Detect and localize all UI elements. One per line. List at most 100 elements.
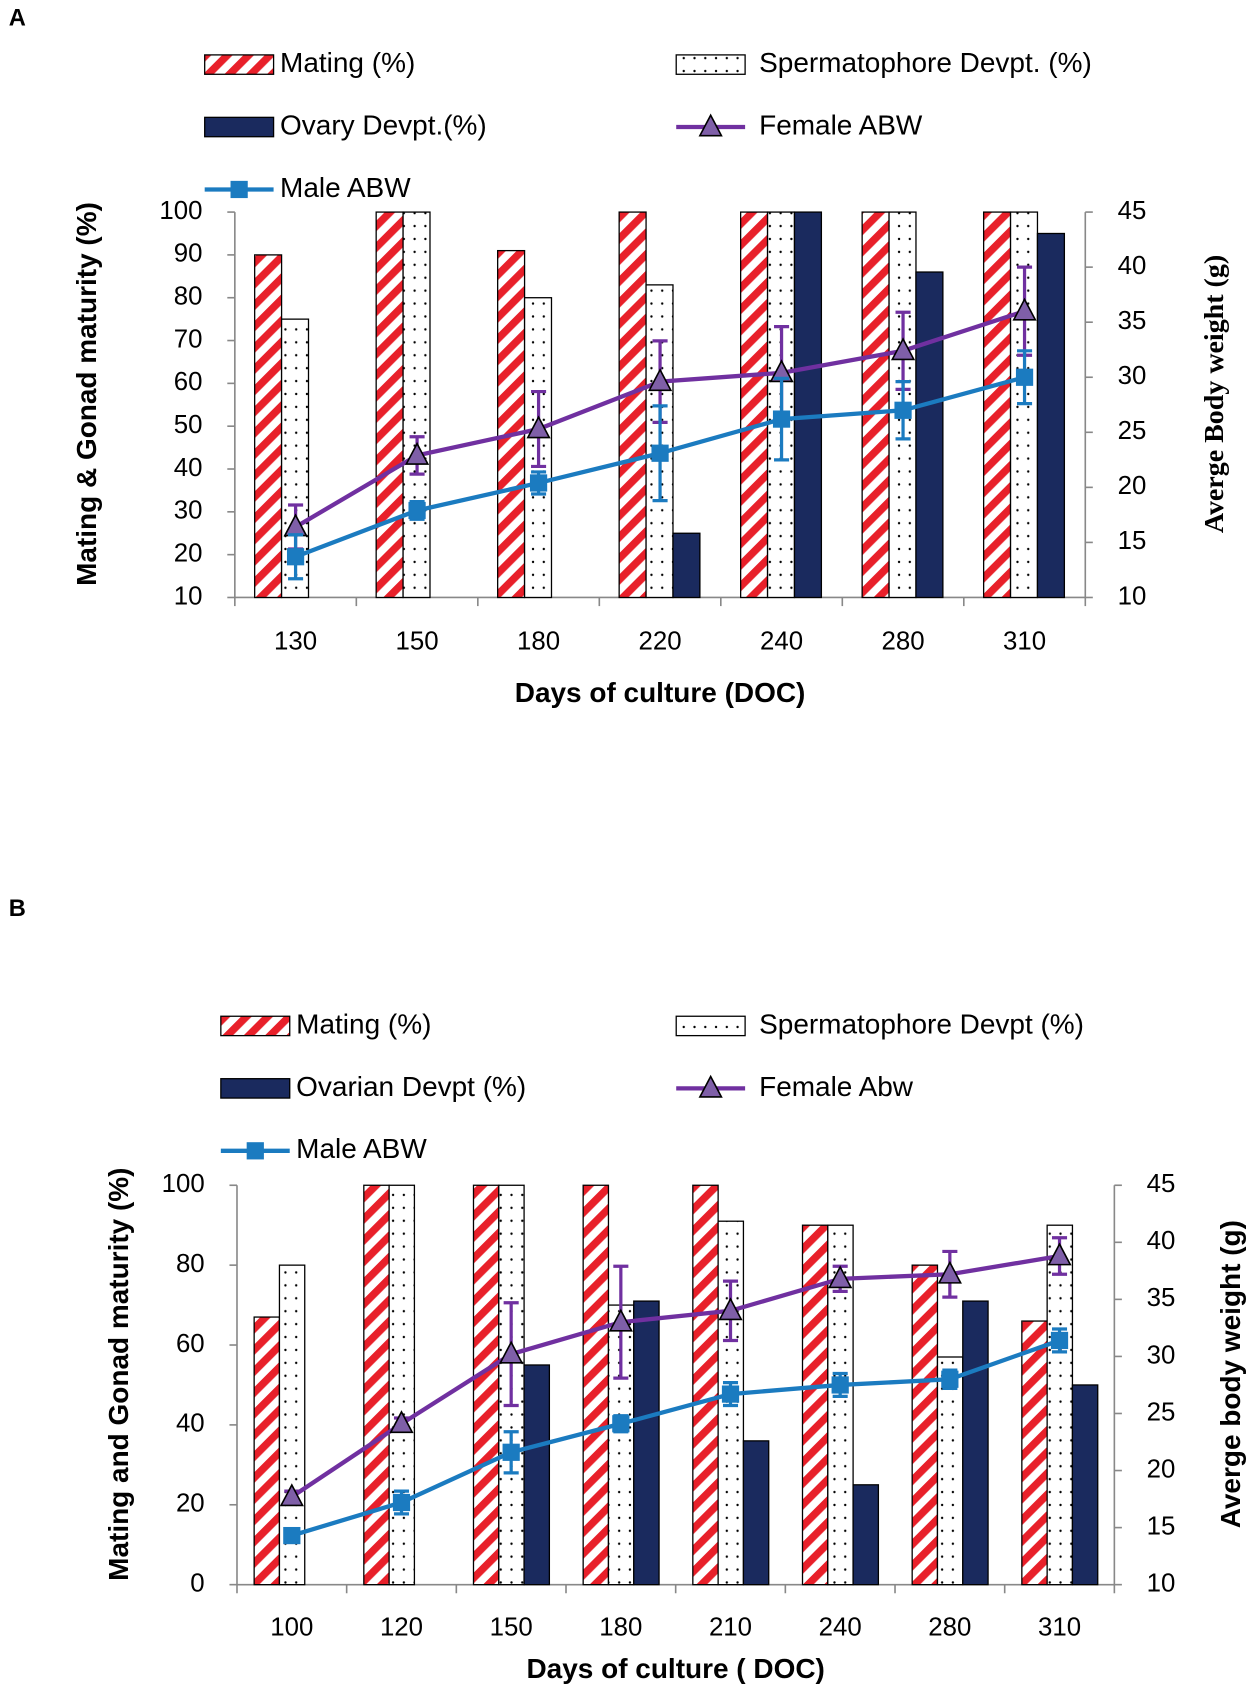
bar xyxy=(388,1184,416,1586)
y-tick-label: 60 xyxy=(174,368,203,396)
legend-swatch xyxy=(675,54,746,75)
point xyxy=(279,1483,304,1507)
x-tick-label: 240 xyxy=(819,1614,862,1642)
y2-tick-label: 20 xyxy=(1118,472,1147,500)
x-tick-label: 150 xyxy=(396,628,439,656)
panel-label: A xyxy=(9,6,26,32)
point xyxy=(831,1376,849,1394)
legend-swatch xyxy=(220,1078,291,1099)
y-tick-label: 10 xyxy=(174,582,203,610)
y2-tick-label: 15 xyxy=(1118,527,1147,555)
y-tick-label: 20 xyxy=(176,1490,205,1518)
line xyxy=(290,1253,1060,1499)
point xyxy=(647,368,673,392)
y-axis-title: Mating and Gonad maturity (%) xyxy=(103,1168,134,1581)
point xyxy=(608,1308,633,1332)
y-tick-label: 0 xyxy=(190,1569,204,1597)
y-tick-label: 40 xyxy=(176,1410,205,1438)
bar xyxy=(254,254,283,599)
y-tick-label: 40 xyxy=(174,454,203,482)
bar xyxy=(582,1184,610,1586)
legend-label: Ovarian Devpt (%) xyxy=(296,1071,526,1102)
point xyxy=(937,1260,962,1284)
legend-marker xyxy=(246,1142,264,1160)
legend-swatch xyxy=(675,1015,746,1037)
bar xyxy=(523,1364,551,1586)
y2-tick-label: 20 xyxy=(1147,1455,1176,1483)
point xyxy=(408,501,426,520)
bar xyxy=(1036,232,1066,599)
x-tick-label: 280 xyxy=(882,628,925,656)
legend-marker xyxy=(698,113,723,137)
y-tick-label: 100 xyxy=(159,197,202,225)
bar xyxy=(742,1440,770,1586)
bar xyxy=(363,1184,390,1586)
y2-tick-label: 45 xyxy=(1118,197,1147,225)
legend-label: Male ABW xyxy=(280,172,411,203)
point xyxy=(721,1385,740,1403)
point xyxy=(1050,1331,1069,1350)
bar xyxy=(672,532,701,599)
y2-tick-label: 30 xyxy=(1147,1341,1176,1369)
y2-axis-title: Averge body weight (g) xyxy=(1215,1220,1246,1528)
point xyxy=(499,1340,524,1364)
point xyxy=(1015,368,1034,386)
bar xyxy=(962,1300,989,1586)
bar xyxy=(982,211,1012,599)
y2-tick-label: 10 xyxy=(1118,582,1147,610)
y2-tick-label: 45 xyxy=(1147,1170,1176,1198)
y-tick-label: 80 xyxy=(174,283,203,311)
bar xyxy=(911,1264,939,1586)
x-tick-label: 100 xyxy=(270,1614,313,1642)
point xyxy=(529,474,548,492)
bar xyxy=(915,271,944,599)
y2-tick-label: 30 xyxy=(1118,362,1147,390)
point xyxy=(941,1370,959,1388)
y2-tick-label: 35 xyxy=(1147,1284,1176,1312)
y2-tick-label: 35 xyxy=(1118,307,1147,335)
x-axis-title: Days of culture (DOC) xyxy=(515,677,806,708)
x-tick-label: 180 xyxy=(517,628,560,656)
x-tick-label: 220 xyxy=(639,628,682,656)
legend-marker xyxy=(230,180,248,199)
legend-swatch xyxy=(220,1015,291,1037)
bar xyxy=(1021,1320,1048,1586)
bar xyxy=(861,211,890,599)
legend-label: Mating (%) xyxy=(280,47,415,78)
y-tick-label: 60 xyxy=(176,1330,205,1358)
y2-tick-label: 25 xyxy=(1118,417,1147,445)
bar xyxy=(936,1356,964,1586)
bar xyxy=(1046,1224,1074,1586)
x-tick-label: 120 xyxy=(380,1614,423,1642)
x-tick-label: 130 xyxy=(274,628,317,656)
point xyxy=(890,337,916,361)
y-tick-label: 100 xyxy=(162,1170,205,1198)
legend-label: Female Abw xyxy=(759,1071,914,1102)
point xyxy=(1012,297,1037,321)
bar xyxy=(375,211,404,599)
bar xyxy=(472,1184,500,1586)
x-tick-label: 180 xyxy=(599,1614,642,1642)
panel-label: B xyxy=(9,896,26,922)
legend-label: Mating (%) xyxy=(296,1008,431,1039)
legend-label: Ovary Devpt.(%) xyxy=(280,109,487,140)
bar xyxy=(253,1316,281,1586)
legend-label: Spermatophore Devpt (%) xyxy=(759,1008,1084,1039)
bar xyxy=(497,249,526,599)
point xyxy=(404,441,430,465)
point xyxy=(526,415,551,439)
y2-tick-label: 15 xyxy=(1147,1512,1176,1540)
y2-tick-label: 10 xyxy=(1147,1569,1176,1597)
point xyxy=(286,548,305,566)
y-tick-label: 50 xyxy=(174,411,203,439)
legend-label: Spermatophore Devpt. (%) xyxy=(759,47,1092,78)
x-tick-label: 310 xyxy=(1003,628,1046,656)
y2-tick-label: 40 xyxy=(1118,252,1147,280)
x-axis-title: Days of culture ( DOC) xyxy=(526,1653,824,1684)
y-tick-label: 70 xyxy=(174,325,203,353)
y2-tick-label: 40 xyxy=(1147,1227,1176,1255)
bar xyxy=(618,211,647,599)
x-tick-label: 310 xyxy=(1038,1614,1081,1642)
bar xyxy=(793,211,823,599)
legend-swatch xyxy=(204,116,275,138)
